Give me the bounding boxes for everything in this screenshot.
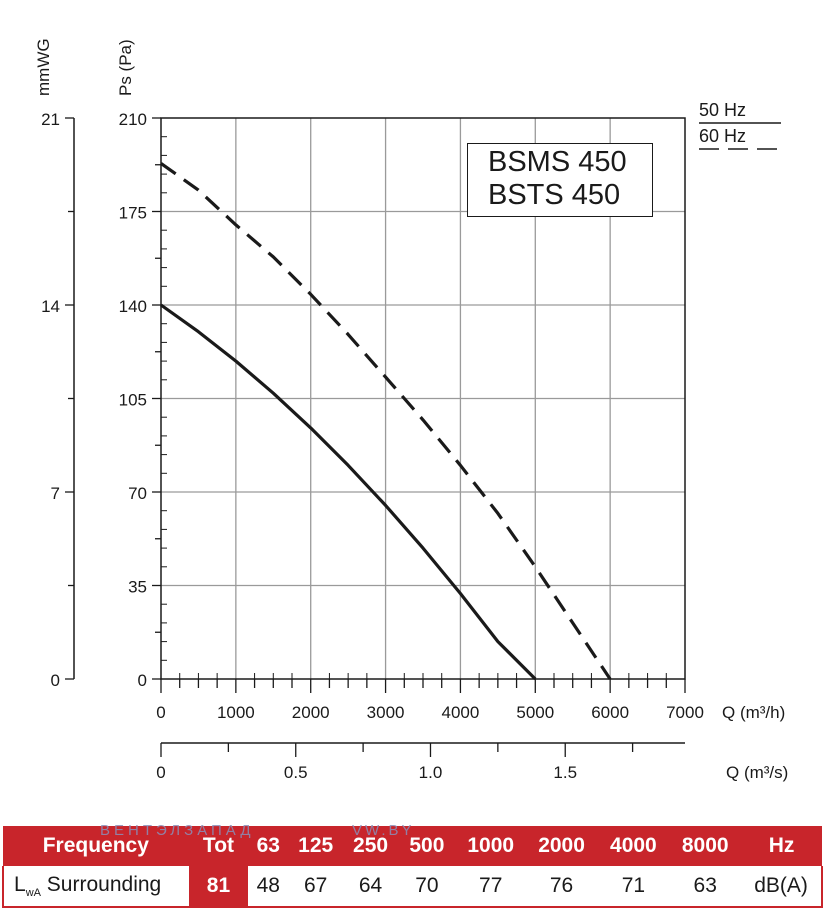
value-2000: 76 — [525, 866, 598, 908]
m3h-axis-title: Q (m³/h) — [722, 703, 785, 722]
m3s-axis-title: Q (m³/s) — [726, 763, 788, 782]
watermark-url: VW.BY — [352, 822, 415, 839]
pa-tick-label: 175 — [119, 204, 147, 223]
value-250: 64 — [343, 866, 398, 908]
value-500: 70 — [397, 866, 456, 908]
freq-1000-header: 1000 — [455, 826, 526, 866]
model-label-2: BSTS 450 — [488, 179, 621, 211]
mmwg-tick-label: 7 — [51, 484, 60, 503]
surrounding-label: LwA Surrounding — [2, 866, 189, 908]
m3h-tick-label: 3000 — [367, 703, 405, 722]
legend-50hz-label: 50 Hz — [699, 100, 746, 120]
m3s-tick-label: 0 — [156, 763, 165, 782]
pa-tick-label: 210 — [119, 110, 147, 129]
mmwg-axis-title: mmWG — [34, 38, 53, 96]
freq-2000-header: 2000 — [525, 826, 598, 866]
unit-dba: dB(A) — [741, 866, 823, 908]
surrounding-text: Surrounding — [40, 872, 162, 896]
m3h-tick-label: 6000 — [591, 703, 629, 722]
hz-header: Hz — [741, 826, 822, 866]
mmwg-tick-label: 21 — [41, 110, 60, 129]
freq-8000-header: 8000 — [669, 826, 742, 866]
m3s-tick-label: 0.5 — [284, 763, 308, 782]
mmwg-tick-label: 14 — [41, 297, 60, 316]
m3h-tick-label: 0 — [156, 703, 165, 722]
frequency-legend: 50 Hz 60 Hz — [699, 100, 781, 150]
pa-tick-label: 105 — [119, 391, 147, 410]
sound-power-table: Frequency Tot 63 125 250 500 1000 2000 4… — [2, 826, 823, 908]
m3h-tick-label: 1000 — [217, 703, 255, 722]
pa-axis-title: Ps (Pa) — [116, 39, 135, 96]
curves — [160, 162, 612, 681]
value-1000: 77 — [455, 866, 526, 908]
freq-250-header: 250 — [343, 826, 398, 866]
freq-500-header: 500 — [397, 826, 456, 866]
m3h-tick-label: 5000 — [516, 703, 554, 722]
tot-header: Tot — [188, 826, 249, 866]
value-125: 67 — [288, 866, 344, 908]
curve-60hz — [160, 162, 612, 680]
axes — [65, 117, 686, 757]
curve-50hz — [160, 303, 537, 681]
value-63: 48 — [248, 866, 289, 908]
freq-4000-header: 4000 — [597, 826, 670, 866]
pa-tick-label: 140 — [119, 297, 147, 316]
model-label-1: BSMS 450 — [488, 146, 627, 178]
lwa-l: L — [14, 872, 26, 896]
value-4000: 71 — [597, 866, 670, 908]
m3h-tick-label: 2000 — [292, 703, 330, 722]
frequency-header: Frequency — [3, 826, 189, 866]
value-8000: 63 — [669, 866, 742, 908]
tot-value: 81 — [188, 866, 249, 908]
pa-tick-label: 35 — [128, 578, 147, 597]
pa-tick-label: 0 — [138, 671, 147, 690]
frequency-header-row: Frequency Tot 63 125 250 500 1000 2000 4… — [3, 826, 822, 866]
m3s-tick-label: 1.5 — [553, 763, 577, 782]
legend-60hz-label: 60 Hz — [699, 126, 746, 146]
freq-125-header: 125 — [288, 826, 344, 866]
m3h-tick-label: 7000 — [666, 703, 704, 722]
pa-tick-label: 70 — [128, 484, 147, 503]
freq-63-header: 63 — [248, 826, 289, 866]
mmwg-tick-label: 0 — [51, 671, 60, 690]
model-label-box: BSMS 450 BSTS 450 — [467, 143, 653, 217]
watermark-text: ВЕНТЭЛЗАПАД — [100, 822, 255, 839]
surrounding-row: LwA Surrounding 81 48 67 64 70 77 76 71 … — [2, 866, 823, 908]
m3h-tick-label: 4000 — [442, 703, 480, 722]
lwa-sub: wA — [25, 887, 41, 900]
m3s-tick-label: 1.0 — [419, 763, 443, 782]
